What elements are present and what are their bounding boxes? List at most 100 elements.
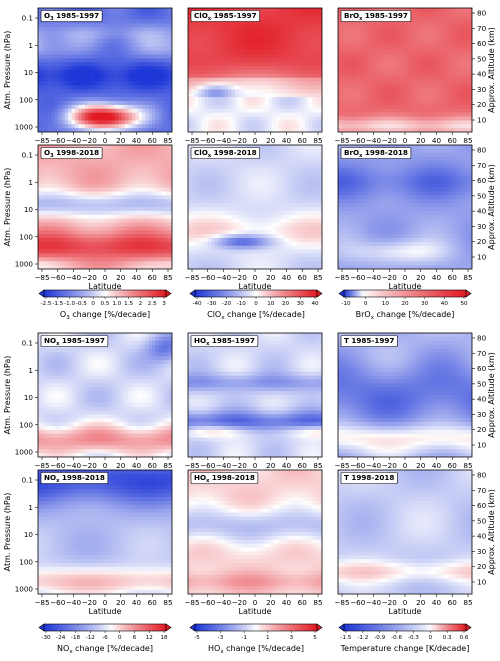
heatmap-cell xyxy=(308,104,313,110)
heatmap-cell xyxy=(74,168,79,173)
heatmap-cell xyxy=(318,70,322,75)
heatmap-cell xyxy=(58,257,62,262)
heatmap-cell xyxy=(48,70,52,75)
heatmap-cell xyxy=(318,85,322,90)
heatmap-cell xyxy=(214,39,219,44)
heatmap-cell xyxy=(148,50,153,55)
heatmap-cell xyxy=(315,31,319,36)
heatmap-cell xyxy=(51,199,56,204)
heatmap-cell xyxy=(131,23,136,28)
heatmap-cell xyxy=(115,31,119,36)
heatmap-cell xyxy=(208,46,212,51)
heatmap-cell xyxy=(255,39,259,44)
heatmap-cell xyxy=(54,164,59,169)
heatmap-cell xyxy=(158,120,163,125)
heatmap-cell xyxy=(295,15,299,20)
heatmap-cell xyxy=(61,70,66,75)
heatmap-cell xyxy=(231,31,236,36)
heatmap-cell xyxy=(278,23,283,28)
heatmap-cell xyxy=(281,89,286,94)
heatmap-cell xyxy=(218,81,222,86)
heatmap-cell xyxy=(101,148,106,154)
heatmap-cell xyxy=(38,191,42,196)
heatmap-cell xyxy=(315,104,319,110)
heatmap-cell xyxy=(98,234,102,239)
heatmap-cell xyxy=(51,226,56,231)
heatmap-cell xyxy=(441,23,446,28)
heatmap-cell xyxy=(158,93,163,98)
heatmap-cell xyxy=(38,238,42,243)
heatmap-cell xyxy=(278,66,283,71)
heatmap-cell xyxy=(354,27,359,32)
heatmap-cell xyxy=(71,62,76,67)
heatmap-cell xyxy=(271,77,276,82)
heatmap-cell xyxy=(64,160,69,165)
heatmap-cell xyxy=(445,42,449,48)
heatmap-cell xyxy=(238,77,242,82)
heatmap-cell xyxy=(401,77,406,82)
heatmap-cell xyxy=(468,81,472,86)
heatmap-cell xyxy=(428,120,433,125)
heatmap-cell xyxy=(238,120,242,125)
heatmap-cell xyxy=(231,77,236,82)
heatmap-cell xyxy=(135,81,139,86)
heatmap-cell xyxy=(318,97,322,102)
heatmap-cell xyxy=(101,214,106,219)
heatmap-cell xyxy=(88,230,92,235)
heatmap-cell xyxy=(291,23,296,28)
heatmap-cell xyxy=(148,15,153,20)
heatmap-cell xyxy=(315,35,319,40)
heatmap-cell xyxy=(108,160,112,165)
heatmap-cell xyxy=(305,85,309,90)
heatmap-cell xyxy=(118,199,123,204)
heatmap-cell xyxy=(401,62,406,67)
heatmap-cell xyxy=(141,104,146,110)
heatmap-cell xyxy=(271,101,276,106)
heatmap-cell xyxy=(84,191,89,196)
heatmap-cell xyxy=(155,128,159,132)
heatmap-cell xyxy=(91,50,96,55)
heatmap-cell xyxy=(44,27,49,32)
heatmap-cell xyxy=(64,210,69,216)
heatmap-cell xyxy=(285,46,289,51)
heatmap-cell xyxy=(68,222,72,227)
heatmap-cell xyxy=(84,101,89,106)
heatmap-cell xyxy=(388,77,392,82)
heatmap-cell xyxy=(295,46,299,51)
heatmap-cell xyxy=(111,15,116,20)
heatmap-cell xyxy=(51,27,56,32)
heatmap-cell xyxy=(158,27,163,32)
heatmap-cell xyxy=(291,93,296,98)
heatmap-cell xyxy=(351,128,356,132)
heatmap-cell xyxy=(41,42,45,48)
heatmap-cell xyxy=(401,128,406,132)
heatmap-cell xyxy=(448,89,453,94)
heatmap-cell xyxy=(338,11,342,17)
heatmap-cell xyxy=(271,124,276,129)
heatmap-cell xyxy=(468,70,472,75)
heatmap-cell xyxy=(211,89,216,94)
heatmap-cell xyxy=(41,54,45,59)
heatmap-cell xyxy=(465,27,469,32)
heatmap-cell xyxy=(54,70,59,75)
heatmap-cell xyxy=(91,249,96,254)
heatmap-cell xyxy=(61,257,66,262)
heatmap-cell xyxy=(41,226,45,231)
heatmap-cell xyxy=(81,116,86,121)
heatmap-cell xyxy=(311,23,316,28)
heatmap-cell xyxy=(135,54,139,59)
heatmap-cell xyxy=(435,70,439,75)
heatmap-cell xyxy=(338,104,342,110)
heatmap-cell xyxy=(118,73,123,79)
heatmap-cell xyxy=(288,50,293,55)
heatmap-cell xyxy=(368,54,372,59)
heatmap-cell xyxy=(415,23,419,28)
heatmap-cell xyxy=(91,160,96,165)
heatmap-cell xyxy=(54,66,59,71)
heatmap-cell xyxy=(221,120,226,125)
heatmap-cell xyxy=(455,85,459,90)
heatmap-cell xyxy=(461,128,466,132)
heatmap-cell xyxy=(251,89,256,94)
heatmap-cell xyxy=(441,11,446,17)
heatmap-cell xyxy=(44,249,49,254)
